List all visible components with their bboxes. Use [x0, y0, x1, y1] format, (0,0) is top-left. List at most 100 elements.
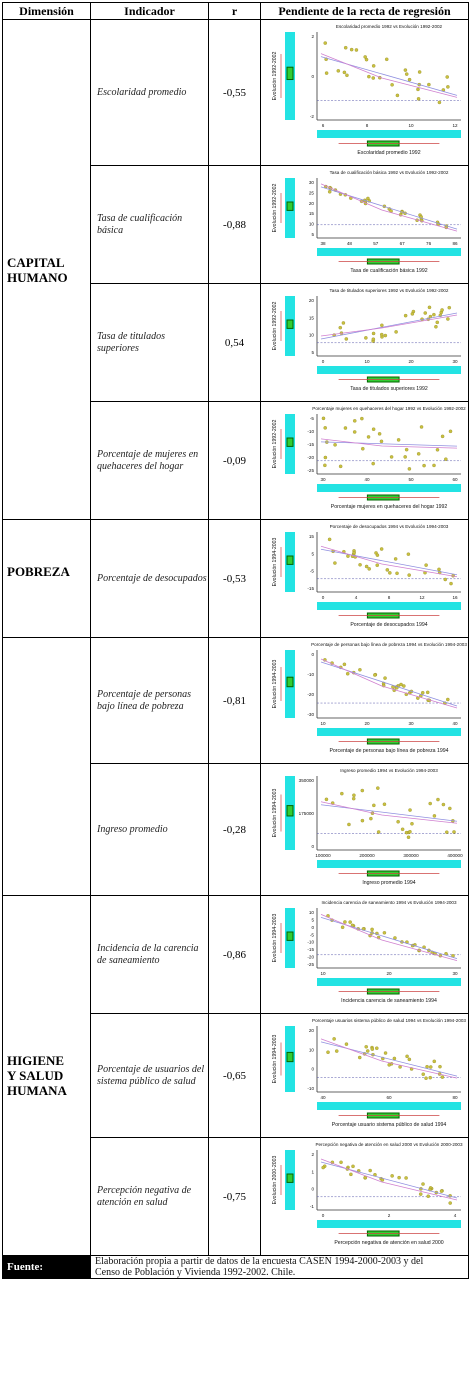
scatter-point	[449, 581, 453, 586]
scatter-point	[436, 797, 440, 802]
y-tick-label: 5	[311, 350, 314, 355]
scatter-point	[323, 426, 327, 430]
y-tick-label: -15	[307, 586, 314, 591]
plot-title: Tasa de titulados superiores 1992 vs Evo…	[329, 288, 448, 293]
scatter-point	[438, 1064, 442, 1069]
scatter-point	[419, 425, 424, 429]
x-tick-label: 2	[388, 1213, 391, 1218]
y-tick-label: -5	[310, 932, 315, 937]
y-tick-label: 5	[311, 232, 314, 237]
scatter-point	[373, 673, 377, 677]
header-r: r	[208, 2, 261, 20]
dimension-label: HUMANO	[7, 269, 68, 285]
y-box	[286, 555, 294, 565]
scatter-point	[404, 447, 409, 452]
y-tick-label: 10	[309, 222, 315, 227]
y-axis-label: Evolución 1994-2003	[272, 660, 278, 709]
scatter-point	[352, 550, 356, 555]
scatter-point	[336, 69, 341, 73]
scatter-point	[407, 467, 412, 471]
x-strip	[317, 130, 461, 138]
y-axis-label: Evolución 1994-2003	[272, 1035, 278, 1084]
scatter-point	[387, 1063, 391, 1067]
regression-plot: Tasa de cualificación básica 1992 vs Evo…	[272, 170, 461, 274]
r-cell: -0,81	[208, 637, 261, 764]
scatter-point	[371, 76, 376, 80]
x-tick-label: 20	[364, 721, 370, 726]
scatter-point	[441, 802, 446, 807]
scatter-point	[395, 93, 400, 98]
y-tick-label: -2	[310, 114, 315, 119]
scatter-point	[400, 827, 405, 832]
y-axis-label: Evolución 1992-2002	[272, 184, 278, 233]
scatter-point	[364, 57, 369, 62]
r-cell: -0,09	[208, 401, 261, 520]
scatter-point	[345, 671, 350, 676]
scatter-point	[343, 920, 347, 924]
scatter-point	[380, 323, 384, 328]
indicator-label: Tasa de titulados superiores	[97, 330, 165, 354]
x-tick-label: 60	[452, 477, 458, 482]
header-dimension: Dimensión	[2, 2, 91, 20]
scatter-point	[367, 567, 371, 571]
scatter-point	[427, 82, 431, 87]
scatter-point	[392, 1056, 397, 1061]
scatter-point	[349, 1172, 353, 1177]
smooth-line	[320, 314, 458, 337]
y-tick-label: -20	[307, 455, 314, 460]
x-tick-label: 0	[322, 1213, 325, 1218]
scatter-point	[416, 97, 421, 101]
y-tick-label: -10	[307, 429, 314, 434]
scatter-point	[425, 1064, 429, 1069]
scatter-point	[371, 331, 376, 336]
regression-line	[320, 1161, 458, 1199]
y-tick-label: 15	[309, 315, 315, 320]
dimension-label: Y SALUD	[7, 1068, 64, 1083]
scatter-point	[344, 337, 349, 341]
y-axis-label: Evolución 1992-2002	[272, 52, 278, 101]
x-tick-label: 10	[408, 123, 414, 128]
scatter-point	[423, 311, 428, 315]
scatter-point	[428, 1075, 432, 1080]
plot-title: Incidencia carencia de saneamiento 1994 …	[321, 900, 457, 905]
scatter-point	[361, 446, 365, 451]
dimension-cell	[2, 637, 91, 896]
scatter-point	[333, 443, 337, 447]
y-tick-label: -25	[307, 962, 314, 967]
y-tick-label: 2	[311, 34, 314, 39]
x-axis-label: Percepción negativa de atención en salud…	[334, 1240, 443, 1246]
scatter-point	[379, 332, 384, 337]
y-tick-label: -5	[310, 416, 315, 421]
scatter-point	[440, 308, 444, 312]
scatter-point	[407, 77, 412, 82]
scatter-point	[360, 788, 365, 793]
plot-cell: Percepción negativa de atención en salud…	[260, 1137, 469, 1256]
scatter-point	[446, 697, 450, 702]
x-tick-label: 4	[454, 1213, 457, 1218]
scatter-point	[408, 829, 412, 834]
x-tick-label: 12	[419, 595, 425, 600]
y-axis-label: Evolución 1994-2003	[272, 538, 278, 587]
smooth-line	[320, 545, 458, 578]
scatter-point	[428, 801, 432, 806]
scatter-point	[346, 554, 350, 558]
x-tick-label: 8	[388, 595, 391, 600]
x-tick-label: 57	[373, 241, 379, 246]
scatter-point	[421, 1072, 426, 1077]
scatter-point	[439, 1189, 444, 1193]
indicator-cell: Incidencia de la carencia de saneamiento	[90, 895, 209, 1014]
x-axis-label: Incidencia carencia de saneamiento 1994	[341, 998, 437, 1004]
y-tick-label: 20	[309, 298, 315, 303]
regression-plot: Ingreso promedio 1994 vs Evolución 1994-…	[272, 768, 463, 886]
r-value: 0,54	[224, 336, 245, 349]
indicator-label: Porcentaje de desocupados	[97, 572, 207, 584]
scatter-point	[440, 1075, 445, 1079]
y-tick-label: -30	[307, 712, 314, 717]
regression-line	[320, 661, 458, 707]
scatter-point	[323, 463, 327, 468]
scatter-point	[365, 1049, 370, 1053]
y-tick-label: 25	[309, 190, 315, 195]
dimension-label: HIGIENE	[7, 1053, 65, 1068]
scatter-point	[324, 71, 329, 75]
scatter-point	[376, 830, 381, 834]
